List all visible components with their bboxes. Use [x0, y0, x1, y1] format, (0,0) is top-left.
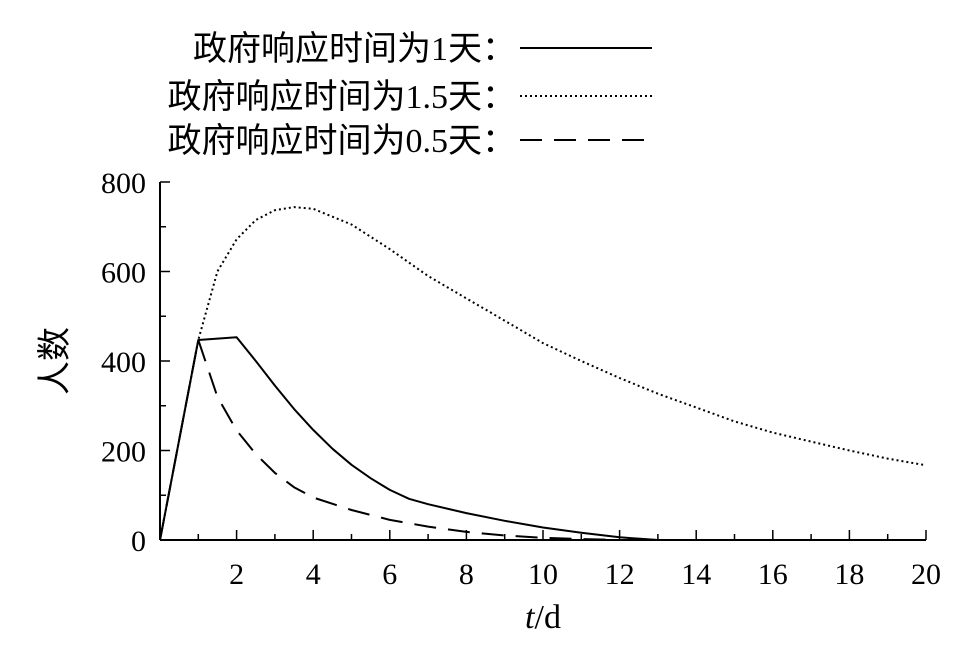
legend-label: 政府响应时间为1天： [193, 30, 516, 68]
y-ticks: 0 200 400 600 800 [101, 167, 170, 558]
axes: 2 4 6 8 10 12 14 16 18 20 0 200 400 600 800 [101, 167, 941, 591]
x-tick-label: 4 [306, 558, 321, 591]
x-tick-label: 18 [834, 558, 864, 591]
x-tick-label: 6 [382, 558, 397, 591]
x-tick-label: 16 [758, 558, 788, 591]
x-ticks: 2 4 6 8 10 12 14 16 18 20 [197, 530, 941, 591]
series-layer [159, 206, 927, 541]
y-tick-label: 0 [131, 525, 146, 558]
legend-label: 政府响应时间为0.5天： [168, 122, 517, 160]
series-line-dotted [159, 206, 927, 541]
legend-label: 政府响应时间为1.5天： [168, 78, 517, 116]
y-tick-label: 800 [101, 167, 146, 200]
x-tick-label: 8 [459, 558, 474, 591]
legend: 政府响应时间为1天： 政府响应时间为1.5天： 政府响应时间为0.5天： [168, 30, 652, 160]
x-tick-label: 10 [528, 558, 558, 591]
x-tick-label: 12 [605, 558, 635, 591]
y-tick-label: 200 [101, 436, 146, 469]
x-tick-label: 20 [911, 558, 941, 591]
series-line-solid [159, 336, 658, 541]
x-axis-title: t/d [525, 599, 561, 636]
y-tick-label: 600 [101, 257, 146, 290]
y-tick-label: 400 [101, 346, 146, 379]
y-axis-title: 人数 [36, 327, 74, 395]
x-tick-label: 2 [229, 558, 244, 591]
x-tick-label: 14 [681, 558, 711, 591]
series-line-dashed [159, 339, 620, 541]
